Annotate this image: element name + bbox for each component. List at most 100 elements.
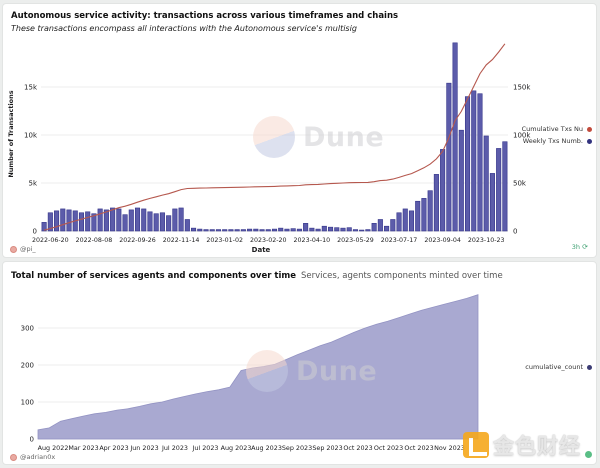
y-right-tick-label: 100k [513, 132, 531, 140]
x-tick-label: 2022-11-14 [163, 237, 200, 244]
weekly-txs-bar [166, 215, 172, 232]
x-tick-label: 2023-01-02 [206, 237, 243, 244]
weekly-txs-bar [346, 227, 352, 232]
x-tick-label: 2023-02-20 [250, 237, 287, 244]
x-tick-label: Oct 2023 [343, 444, 372, 452]
weekly-txs-bar [303, 223, 309, 232]
weekly-txs-bar [159, 212, 165, 232]
weekly-txs-bar [464, 96, 471, 232]
weekly-txs-bar [54, 210, 60, 232]
weekly-txs-bar [215, 229, 222, 232]
x-tick-label: Aug 2022 [38, 444, 69, 452]
weekly-txs-bar [315, 228, 321, 232]
author-handle: @pi_ [20, 245, 36, 253]
chart-legend: Cumulative Txs Nu Weekly Txs Numb. [522, 123, 592, 147]
x-tick-label: Sep 2023 [282, 444, 312, 452]
chart-card-services: Total number of services agents and comp… [2, 261, 597, 465]
x-tick-label: 2023-10-23 [468, 237, 505, 244]
weekly-txs-bar [359, 229, 365, 232]
weekly-txs-bar [197, 228, 203, 232]
weekly-txs-bar [240, 229, 246, 232]
weekly-txs-bar [421, 198, 427, 232]
y-left-tick-label: 10k [24, 132, 38, 140]
weekly-txs-bar [47, 212, 53, 232]
y-tick-label: 300 [21, 325, 34, 333]
chart-title[interactable]: Total number of services agents and comp… [11, 271, 503, 281]
chart-title-bold: Total number of services agents and comp… [11, 271, 296, 281]
legend-label: Cumulative Txs Nu [521, 125, 583, 133]
cumulative-txs-line [43, 43, 506, 231]
y-right-tick-label: 150k [513, 84, 531, 92]
weekly-txs-bar [184, 219, 190, 232]
weekly-txs-bar [446, 82, 452, 232]
x-tick-label: Sep 2023 [312, 444, 342, 452]
weekly-txs-bar [259, 229, 265, 232]
legend-label: cumulative_count [525, 363, 583, 371]
weekly-txs-bar [271, 228, 278, 232]
legend-dot-icon [587, 364, 592, 370]
weekly-txs-bar [496, 148, 502, 232]
y-right-tick-label: 0 [513, 228, 517, 236]
legend-dot-icon [587, 126, 592, 132]
weekly-txs-bar [247, 228, 253, 232]
refresh-clock-icon: ⟳ [582, 243, 588, 251]
legend-item-cumulative-count[interactable]: cumulative_count [525, 361, 592, 373]
x-tick-label: Jul 2023 [191, 444, 218, 452]
refresh-badge[interactable]: 3h ⟳ [572, 243, 588, 251]
legend-item-weekly[interactable]: Weekly Txs Numb. [522, 135, 592, 147]
x-axis-title: Date [252, 246, 271, 254]
weekly-txs-bar [296, 228, 302, 232]
y-left-tick-label: 15k [24, 84, 38, 92]
x-tick-label: 2023-09-04 [424, 237, 461, 244]
x-tick-label: 2022-08-08 [76, 237, 113, 244]
x-tick-label: Mar 2023 [68, 444, 98, 452]
weekly-txs-bar [415, 200, 421, 232]
x-tick-label: Aug 2023 [251, 444, 282, 452]
y-tick-label: 100 [21, 399, 34, 407]
weekly-txs-bar [209, 229, 215, 232]
weekly-txs-bar [78, 212, 85, 232]
x-tick-label: 2023-05-29 [337, 237, 374, 244]
weekly-txs-bar [116, 208, 122, 232]
x-tick-label: Jun 2023 [129, 444, 158, 452]
weekly-txs-bar [290, 228, 296, 232]
weekly-txs-bar [41, 222, 47, 232]
chart-subtitle: These transactions encompass all interac… [11, 24, 357, 33]
author-attribution[interactable]: @adrian0x [10, 453, 55, 461]
x-tick-label: Apr 2023 [99, 444, 128, 452]
weekly-txs-bar [60, 208, 66, 232]
weekly-txs-bar [103, 209, 109, 232]
weekly-txs-bar [153, 213, 159, 232]
legend-dot-icon [587, 138, 592, 144]
author-handle: @adrian0x [20, 453, 56, 461]
y-axis-title: Number of Transactions [7, 90, 15, 177]
x-tick-label: Jul 2023 [161, 444, 188, 452]
weekly-txs-bar [284, 228, 290, 232]
weekly-txs-bar [191, 227, 197, 232]
y-tick-label: 200 [21, 362, 34, 370]
y-left-tick-label: 5k [28, 180, 37, 188]
weekly-txs-bar [371, 223, 377, 232]
weekly-txs-bar [203, 229, 209, 232]
weekly-txs-bar [502, 141, 508, 232]
services-area-chart: 0 100 200 300 Aug 2022 Mar 2023 Apr 2023 Jun 20… [21, 294, 479, 452]
weekly-txs-bar [384, 225, 390, 232]
weekly-txs-bar [178, 207, 184, 232]
x-tick-label: Oct 2023 [374, 444, 403, 452]
weekly-txs-bar [278, 227, 284, 232]
weekly-txs-bar [253, 228, 259, 232]
weekly-txs-bar [352, 229, 358, 232]
jinse-wordmark: 金色财经 [493, 434, 581, 458]
weekly-txs-bar [91, 213, 97, 232]
weekly-txs-bar [390, 219, 396, 232]
author-attribution[interactable]: @pi_ [10, 245, 36, 253]
weekly-txs-bar [440, 149, 446, 232]
legend-item-cumulative[interactable]: Cumulative Txs Nu [522, 123, 592, 135]
weekly-txs-bar [222, 229, 228, 232]
x-tick-label: Oct 2023 [404, 444, 433, 452]
x-tick-label: 2022-09-26 [119, 237, 156, 244]
chart-title[interactable]: Autonomous service activity: transaction… [11, 11, 399, 21]
weekly-txs-bar [134, 207, 141, 232]
author-avatar [10, 453, 17, 461]
weekly-txs-bar [122, 214, 128, 232]
